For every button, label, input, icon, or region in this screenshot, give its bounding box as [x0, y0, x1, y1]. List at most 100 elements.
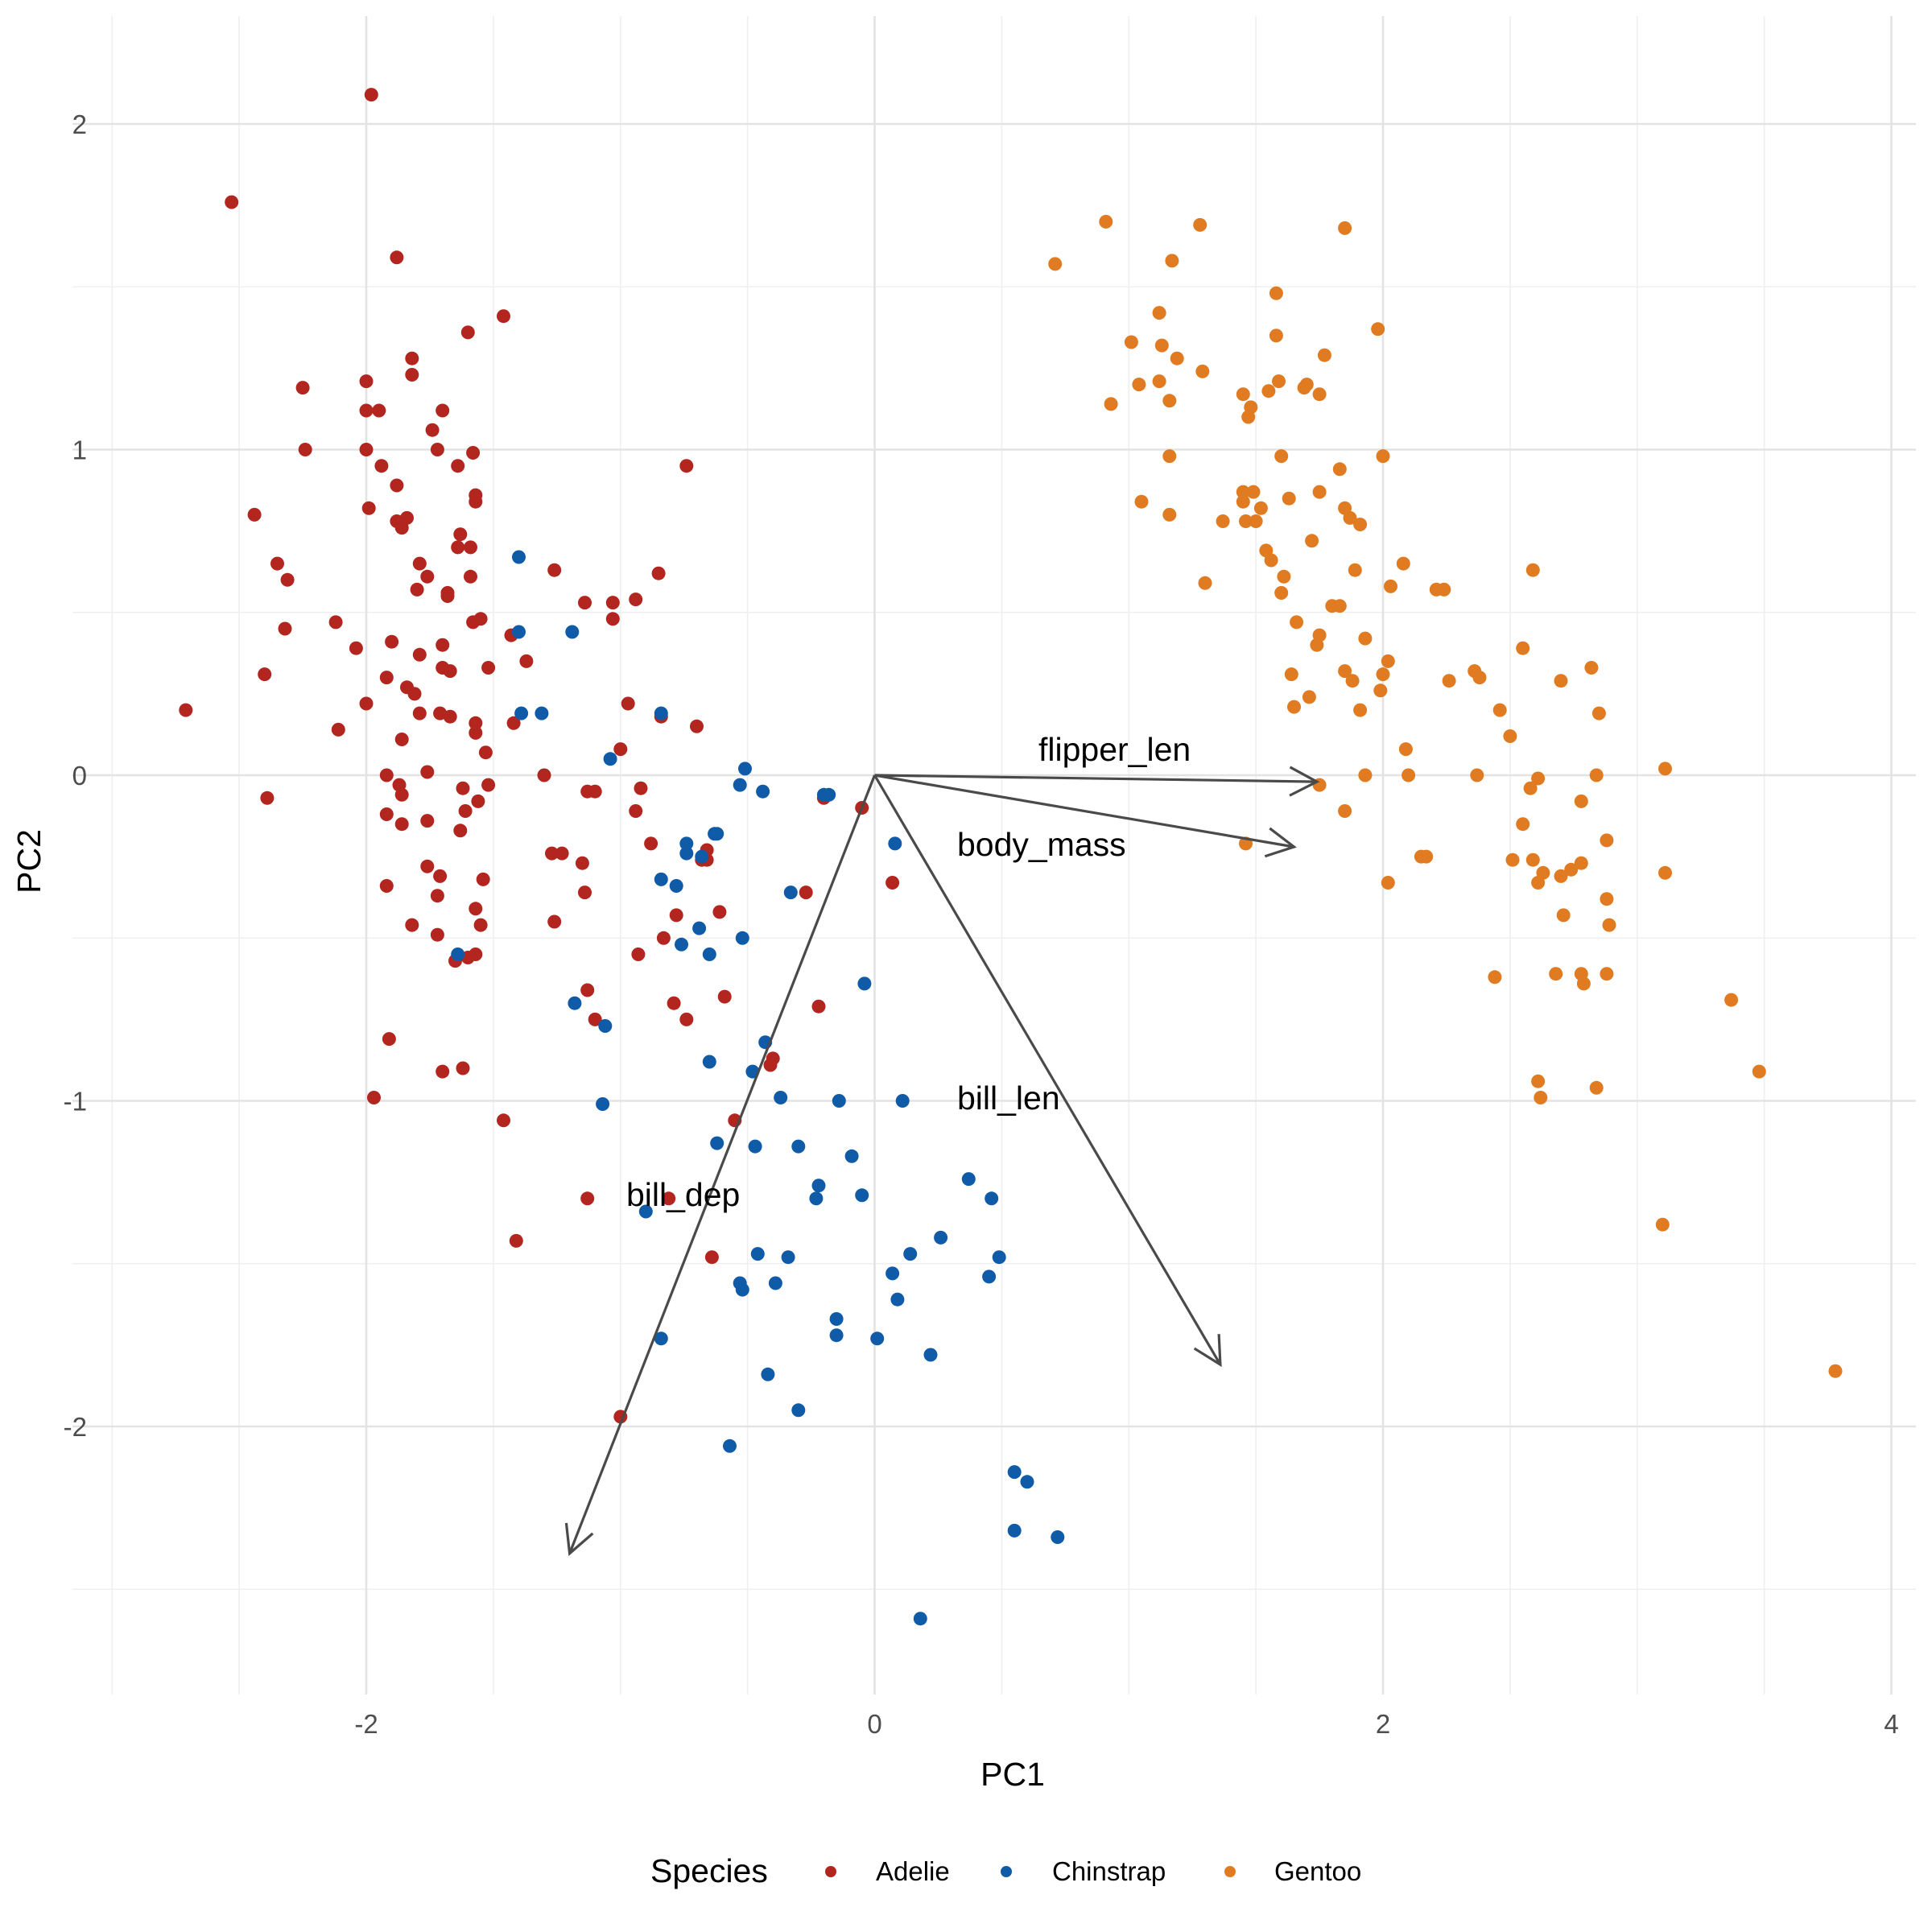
point-adelie [361, 501, 376, 515]
point-adelie [763, 1058, 778, 1072]
point-chinstrap [829, 1312, 844, 1326]
x-tick-label: 2 [1376, 1709, 1390, 1739]
point-chinstrap [654, 706, 668, 720]
point-adelie [537, 768, 551, 782]
legend-label-gentoo: Gentoo [1274, 1856, 1361, 1886]
point-gentoo [1353, 518, 1368, 531]
point-gentoo [1576, 976, 1591, 991]
point-gentoo [1376, 449, 1390, 464]
point-adelie [295, 381, 310, 395]
loading-arrowhead-flipper-len [1289, 766, 1320, 797]
point-adelie [621, 696, 635, 711]
point-adelie [613, 742, 628, 757]
point-chinstrap [514, 706, 529, 720]
point-gentoo [1516, 641, 1530, 655]
point-adelie [451, 540, 465, 555]
point-chinstrap [710, 1136, 724, 1150]
point-chinstrap [857, 976, 872, 991]
loading-label-body-mass: body_mass [957, 826, 1126, 863]
point-gentoo [1282, 491, 1296, 506]
point-adelie [359, 403, 374, 418]
x-axis-title: PC1 [980, 1756, 1045, 1793]
point-adelie [420, 569, 435, 584]
point-adelie [443, 709, 457, 724]
point-chinstrap [791, 1403, 806, 1418]
point-gentoo [1658, 865, 1672, 880]
point-adelie [469, 725, 483, 740]
point-chinstrap [708, 827, 722, 841]
point-gentoo [1312, 485, 1327, 499]
x-tick-label: 0 [867, 1709, 881, 1739]
point-adelie [443, 664, 457, 679]
point-adelie [605, 596, 620, 610]
point-adelie [367, 1091, 381, 1104]
point-adelie [390, 478, 404, 493]
point-adelie [436, 1064, 450, 1079]
point-gentoo [1104, 397, 1118, 411]
point-gentoo [1134, 494, 1149, 509]
point-adelie [349, 641, 363, 655]
x-tick-label: -2 [354, 1709, 378, 1739]
x-axis-ticks: -2 0 2 4 [354, 1709, 1898, 1739]
point-gentoo [1523, 781, 1538, 795]
point-gentoo [1310, 638, 1324, 652]
point-gentoo [1261, 384, 1276, 398]
point-chinstrap [568, 996, 582, 1010]
point-chinstrap [934, 1230, 948, 1245]
point-adelie [298, 443, 312, 456]
point-adelie [497, 309, 510, 324]
point-adelie [379, 879, 394, 893]
point-gentoo [1584, 661, 1599, 675]
point-adelie [629, 592, 643, 607]
point-gentoo [1338, 804, 1352, 818]
point-adelie [580, 1191, 595, 1206]
point-chinstrap [679, 846, 694, 861]
loading-arrow-flipper-len [874, 774, 1317, 783]
point-gentoo [1534, 1091, 1548, 1104]
point-gentoo [1345, 674, 1360, 688]
point-gentoo [1600, 967, 1614, 981]
loading-arrowhead-bill-len [1193, 1334, 1222, 1368]
point-chinstrap [985, 1191, 999, 1206]
point-gentoo [1152, 374, 1166, 389]
point-adelie [405, 351, 419, 365]
point-adelie [886, 876, 900, 890]
point-gentoo [1358, 768, 1373, 782]
point-chinstrap [565, 625, 580, 639]
point-adelie [679, 459, 694, 473]
point-chinstrap [535, 706, 549, 720]
point-adelie [456, 1061, 470, 1075]
point-gentoo [1525, 563, 1540, 577]
point-adelie [394, 817, 409, 832]
point-adelie [458, 804, 473, 818]
point-gentoo [1198, 576, 1212, 590]
point-gentoo [1398, 742, 1413, 757]
point-gentoo [1554, 869, 1568, 883]
point-gentoo [1373, 683, 1388, 698]
point-gentoo [1591, 706, 1606, 720]
point-adelie [656, 931, 671, 945]
y-axis-ticks: -2 -1 0 1 2 [64, 109, 87, 1442]
point-gentoo [1332, 462, 1347, 477]
legend-label-chinstrap: Chinstrap [1052, 1856, 1166, 1886]
point-adelie [425, 423, 440, 437]
point-gentoo [1287, 700, 1301, 714]
point-gentoo [1381, 876, 1395, 890]
point-adelie [328, 615, 343, 630]
point-adelie [385, 634, 399, 649]
point-adelie [394, 787, 409, 802]
point-gentoo [1332, 599, 1347, 613]
point-gentoo [1600, 892, 1614, 906]
point-gentoo [1236, 494, 1250, 509]
point-chinstrap [598, 1019, 613, 1033]
point-chinstrap [512, 550, 526, 564]
point-gentoo [1099, 214, 1113, 229]
point-gentoo [1589, 768, 1604, 782]
point-gentoo [1358, 631, 1373, 646]
point-chinstrap [735, 931, 749, 945]
point-adelie [651, 566, 666, 580]
point-adelie [359, 374, 374, 389]
point-gentoo [1419, 849, 1434, 864]
point-chinstrap [638, 1204, 653, 1219]
point-gentoo [1162, 449, 1177, 464]
